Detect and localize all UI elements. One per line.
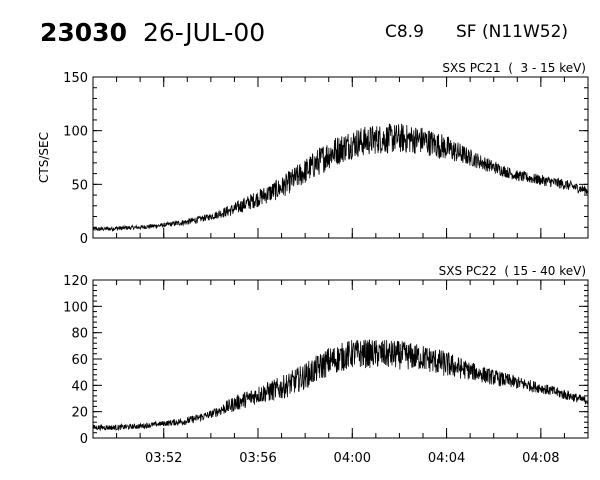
y-axis-label: CTS/SEC — [37, 132, 51, 183]
y-tick-label: 100 — [63, 300, 88, 315]
flare-location: SF (N11W52) — [456, 22, 569, 42]
y-tick-label: 100 — [63, 125, 88, 140]
y-tick-label: 120 — [63, 274, 88, 289]
plot-frame — [92, 76, 589, 239]
panel-title: SXS PC21 ( 3 - 15 keV) — [442, 61, 586, 75]
x-tick-label: 04:04 — [428, 451, 465, 466]
y-tick-label: 20 — [71, 406, 88, 421]
y-tick-label: 150 — [63, 71, 88, 86]
y-tick-label: 40 — [71, 379, 88, 394]
x-tick-label: 03:56 — [239, 451, 276, 466]
event-date: 26-JUL-00 — [143, 18, 266, 47]
panel-pc21: 0 50 100 150 SXS PC21 ( 3 - 15 keV) CTS/SEC — [37, 61, 589, 247]
series-line — [92, 123, 589, 233]
x-tick-label: 03:52 — [145, 451, 182, 466]
y-tick-label: 0 — [80, 232, 88, 247]
x-tick-label: 04:00 — [334, 451, 371, 466]
y-tick-label: 80 — [71, 327, 88, 342]
y-tick-label: 0 — [80, 432, 88, 447]
panel-pc22: 03:52 03:56 04:00 04:04 04:08 0 20 40 60 80 100 120… — [63, 264, 589, 466]
series-line — [92, 339, 589, 432]
goes-class: C8.9 — [385, 22, 424, 42]
x-tick-label: 04:08 — [522, 451, 559, 466]
plot-frame — [92, 279, 589, 439]
panel-title: SXS PC22 ( 15 - 40 keV) — [439, 264, 586, 278]
event-id: 23030 — [40, 18, 127, 47]
y-tick-label: 60 — [71, 353, 88, 368]
y-tick-label: 50 — [71, 178, 88, 193]
